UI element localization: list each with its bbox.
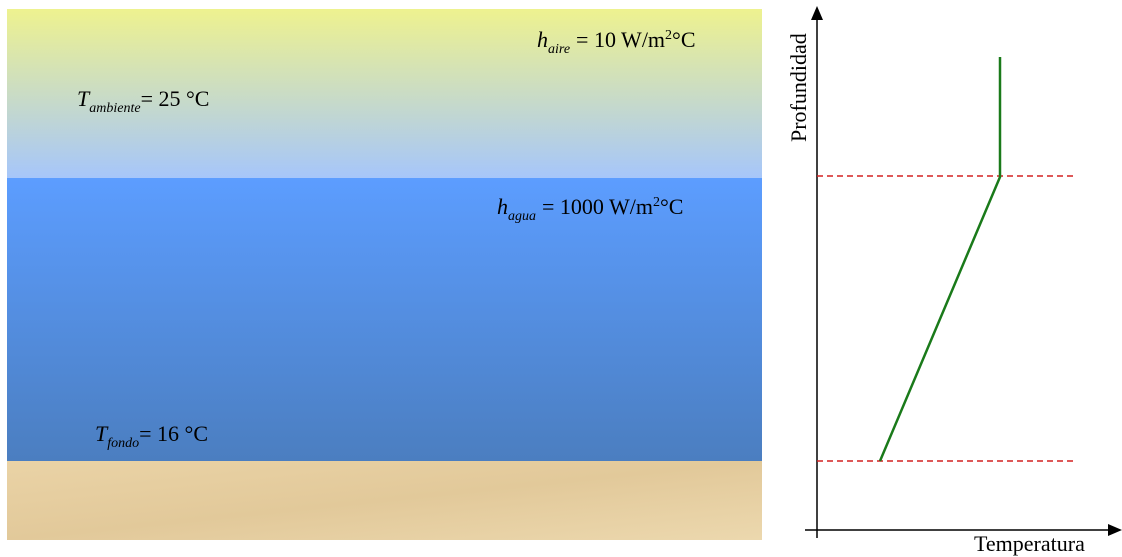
water-layer bbox=[7, 178, 762, 461]
text: = 1000 W/m bbox=[542, 194, 653, 219]
y-arrow bbox=[811, 6, 823, 20]
subscript: agua bbox=[508, 209, 536, 224]
h-aire-label: haire = 10 W/m2°C bbox=[537, 27, 696, 57]
subscript: aire bbox=[548, 42, 570, 57]
symbol: T bbox=[77, 86, 91, 111]
x-arrow bbox=[1108, 524, 1122, 536]
subscript: ambiente bbox=[89, 101, 140, 116]
superscript: 2 bbox=[665, 28, 672, 43]
symbol: h bbox=[537, 27, 548, 52]
text: = 25 °C bbox=[141, 86, 210, 111]
text: = 10 W/m bbox=[576, 27, 665, 52]
unit: °C bbox=[660, 194, 683, 219]
symbol: h bbox=[497, 194, 508, 219]
superscript: 2 bbox=[653, 195, 660, 210]
h-agua-label: hagua = 1000 W/m2°C bbox=[497, 194, 683, 224]
temperature-profile bbox=[878, 57, 1002, 462]
t-fondo-label: Tfondo= 16 °C bbox=[95, 421, 208, 451]
air-layer bbox=[7, 9, 762, 178]
t-ambiente-label: Tambiente= 25 °C bbox=[77, 86, 209, 116]
text: = 16 °C bbox=[139, 421, 208, 446]
unit: °C bbox=[672, 27, 695, 52]
x-axis-label: Temperatura bbox=[974, 531, 1085, 556]
symbol: T bbox=[95, 421, 109, 446]
y-axis-label: Profundidad bbox=[786, 33, 811, 142]
subscript: fondo bbox=[107, 436, 139, 451]
sand-layer bbox=[7, 461, 762, 540]
